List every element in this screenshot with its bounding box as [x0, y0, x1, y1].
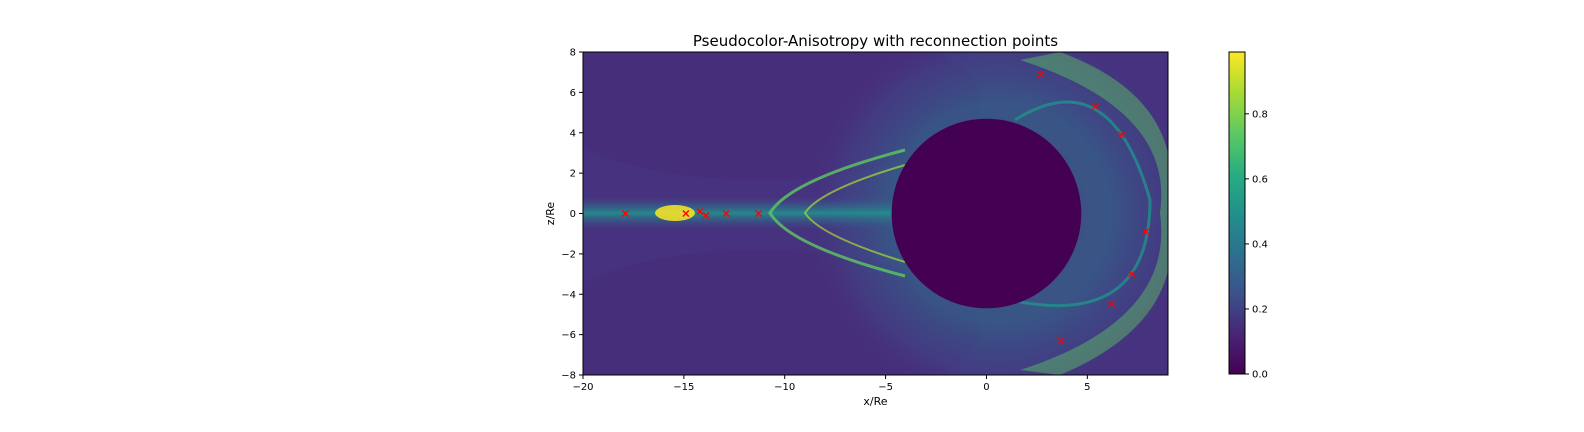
x-tick-label: −20	[572, 382, 593, 393]
reconnection-point-marker	[682, 210, 690, 217]
reconnection-point-marker	[1091, 103, 1099, 110]
reconnection-point-marker	[1118, 131, 1126, 139]
colorbar-tick-label: 0.8	[1252, 109, 1268, 120]
colorbar-tick-label: 0.4	[1252, 239, 1268, 250]
y-tick-label: 0	[570, 209, 576, 220]
reconnection-markers	[621, 70, 1150, 345]
y-tick-label: −8	[561, 371, 576, 382]
y-tick-label: −6	[561, 330, 576, 341]
reconnection-point-marker	[702, 212, 710, 219]
tail-boundary-arc-outer	[768, 148, 906, 278]
colorbar-ticks: 0.0 0.2 0.4 0.6 0.8	[1245, 109, 1268, 381]
reconnection-point-marker	[1142, 228, 1150, 236]
reconnection-point-marker	[696, 208, 704, 215]
heatmap-field	[583, 52, 1168, 375]
colorbar	[1228, 51, 1246, 375]
y-tick-label: −2	[561, 249, 576, 260]
tail-boundary-arc-inner	[803, 164, 906, 263]
colorbar-tick-label: 0.2	[1252, 304, 1268, 315]
reconnection-point-marker	[755, 210, 762, 217]
y-axis-ticks: −8 −6 −4 −2 0 2 4 6 8	[561, 48, 583, 382]
y-tick-label: 4	[570, 128, 576, 139]
chart-title: Pseudocolor-Anisotropy with reconnection…	[693, 32, 1058, 50]
dayside-edge	[1009, 100, 1152, 308]
colorbar-tick-label: 0.0	[1252, 370, 1268, 381]
x-tick-label: 0	[983, 382, 989, 393]
y-tick-label: 8	[570, 48, 576, 59]
reconnection-point-marker	[722, 210, 730, 217]
y-tick-label: 2	[570, 169, 576, 180]
x-tick-label: −5	[878, 382, 893, 393]
x-tick-label: −15	[673, 382, 694, 393]
tail-current-sheet	[583, 196, 913, 230]
colorbar-tick-label: 0.6	[1252, 174, 1268, 185]
reconnection-point-marker	[621, 210, 629, 217]
x-axis-ticks: −20 −15 −10 −5 0 5	[572, 375, 1090, 393]
x-axis-label: x/Re	[863, 395, 887, 408]
reconnection-point-marker	[1108, 300, 1115, 308]
inner-boundary-disk	[891, 118, 1082, 309]
y-tick-label: 6	[570, 88, 576, 99]
reconnection-point-marker	[1128, 270, 1136, 278]
x-tick-label: −10	[774, 382, 795, 393]
x-tick-label: 5	[1084, 382, 1090, 393]
tail-bright-band	[655, 205, 695, 221]
reconnection-point-marker	[1037, 70, 1045, 78]
y-tick-label: −4	[561, 290, 576, 301]
y-axis-label: z/Re	[544, 202, 557, 226]
reconnection-point-marker	[1057, 337, 1065, 345]
